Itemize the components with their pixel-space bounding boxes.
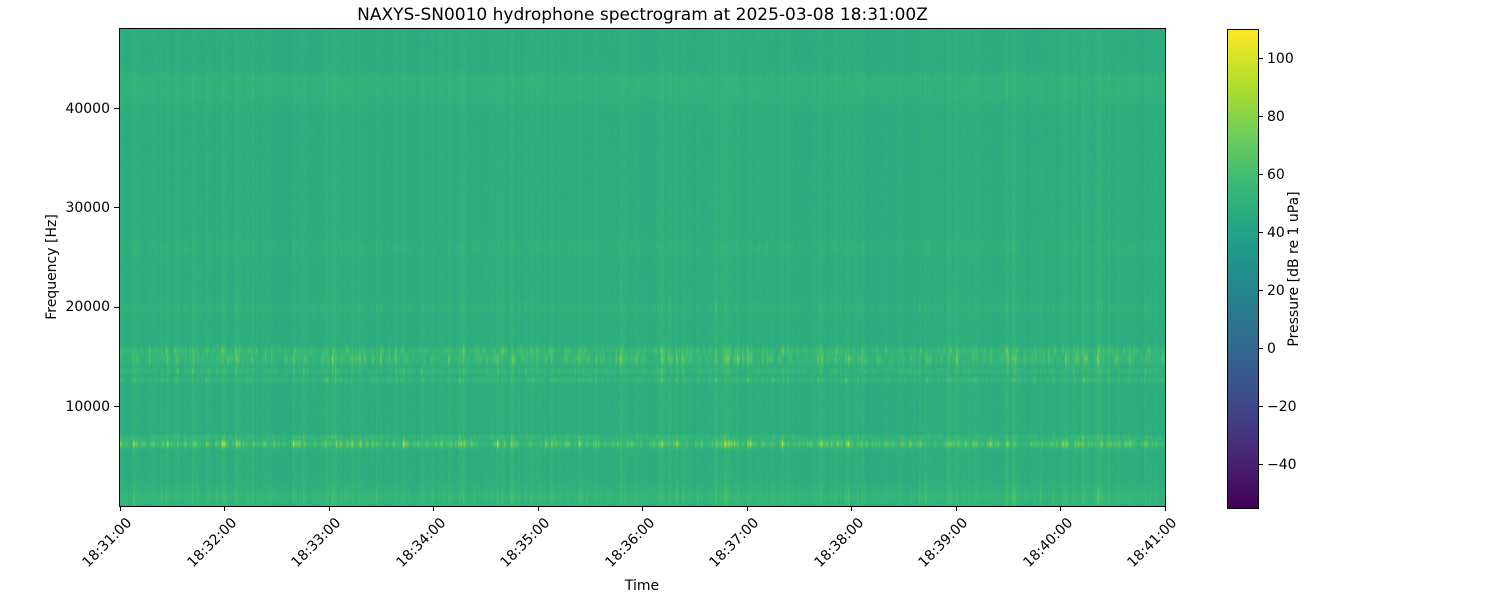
y-tick-label: 10000 — [65, 398, 110, 415]
colorbar-title: Pressure [dB re 1 uPa] — [1286, 191, 1302, 347]
x-tick-mark — [642, 507, 643, 511]
x-tick-label: 18:38:00 — [811, 515, 867, 571]
x-tick-label: 18:32:00 — [184, 515, 240, 571]
x-tick-label: 18:39:00 — [915, 515, 972, 571]
x-tick-label: 18:33:00 — [288, 515, 345, 571]
colorbar-gradient — [1228, 30, 1258, 508]
spectrogram-image — [120, 29, 1165, 506]
x-tick-mark — [224, 507, 225, 511]
colorbar-tick-mark — [1259, 232, 1263, 234]
x-tick-mark — [119, 507, 121, 511]
colorbar-tick-label: −40 — [1267, 456, 1297, 473]
y-tick-label: 30000 — [65, 199, 110, 216]
x-tick-label: 18:37:00 — [706, 515, 763, 571]
x-axis-title: Time — [624, 578, 660, 594]
x-tick-mark — [537, 507, 539, 511]
x-tick-label: 18:40:00 — [1020, 515, 1076, 571]
colorbar-tick-mark — [1259, 116, 1263, 118]
x-tick-mark — [955, 507, 957, 511]
colorbar-tick-mark — [1259, 290, 1263, 292]
plot-frame — [119, 28, 1166, 507]
colorbar-tick-label: 100 — [1267, 50, 1294, 67]
y-tick-mark — [114, 406, 119, 408]
colorbar-tick-label: 40 — [1267, 224, 1285, 241]
colorbar-tick-label: 20 — [1267, 282, 1285, 299]
x-tick-mark — [746, 507, 748, 511]
x-tick-mark — [328, 507, 330, 511]
colorbar-tick-mark — [1259, 348, 1263, 350]
colorbar-tick-label: −20 — [1267, 398, 1297, 415]
y-tick-mark — [114, 207, 119, 209]
x-tick-mark — [433, 507, 434, 511]
y-tick-label: 40000 — [65, 100, 110, 117]
x-tick-label: 18:34:00 — [393, 515, 449, 571]
x-tick-mark — [851, 507, 852, 511]
colorbar-tick-mark — [1259, 464, 1263, 466]
colorbar-tick-mark — [1259, 58, 1263, 60]
y-tick-mark — [114, 108, 119, 109]
x-tick-mark — [1060, 507, 1061, 511]
colorbar-tick-label: 0 — [1267, 340, 1276, 357]
y-tick-mark — [114, 306, 119, 308]
y-axis-title: Frequency [Hz] — [44, 214, 60, 320]
y-tick-label: 20000 — [65, 299, 110, 316]
x-tick-label: 18:31:00 — [79, 515, 136, 571]
chart-title: NAXYS-SN0010 hydrophone spectrogram at 2… — [357, 5, 928, 25]
x-tick-label: 18:35:00 — [497, 515, 554, 571]
x-tick-label: 18:36:00 — [602, 515, 658, 571]
colorbar-tick-mark — [1259, 406, 1263, 408]
colorbar-frame — [1227, 29, 1259, 509]
x-tick-mark — [1164, 507, 1166, 511]
x-tick-label: 18:41:00 — [1124, 515, 1181, 571]
colorbar-tick-label: 80 — [1267, 108, 1285, 125]
colorbar-tick-label: 60 — [1267, 166, 1285, 183]
colorbar-tick-mark — [1259, 174, 1263, 176]
